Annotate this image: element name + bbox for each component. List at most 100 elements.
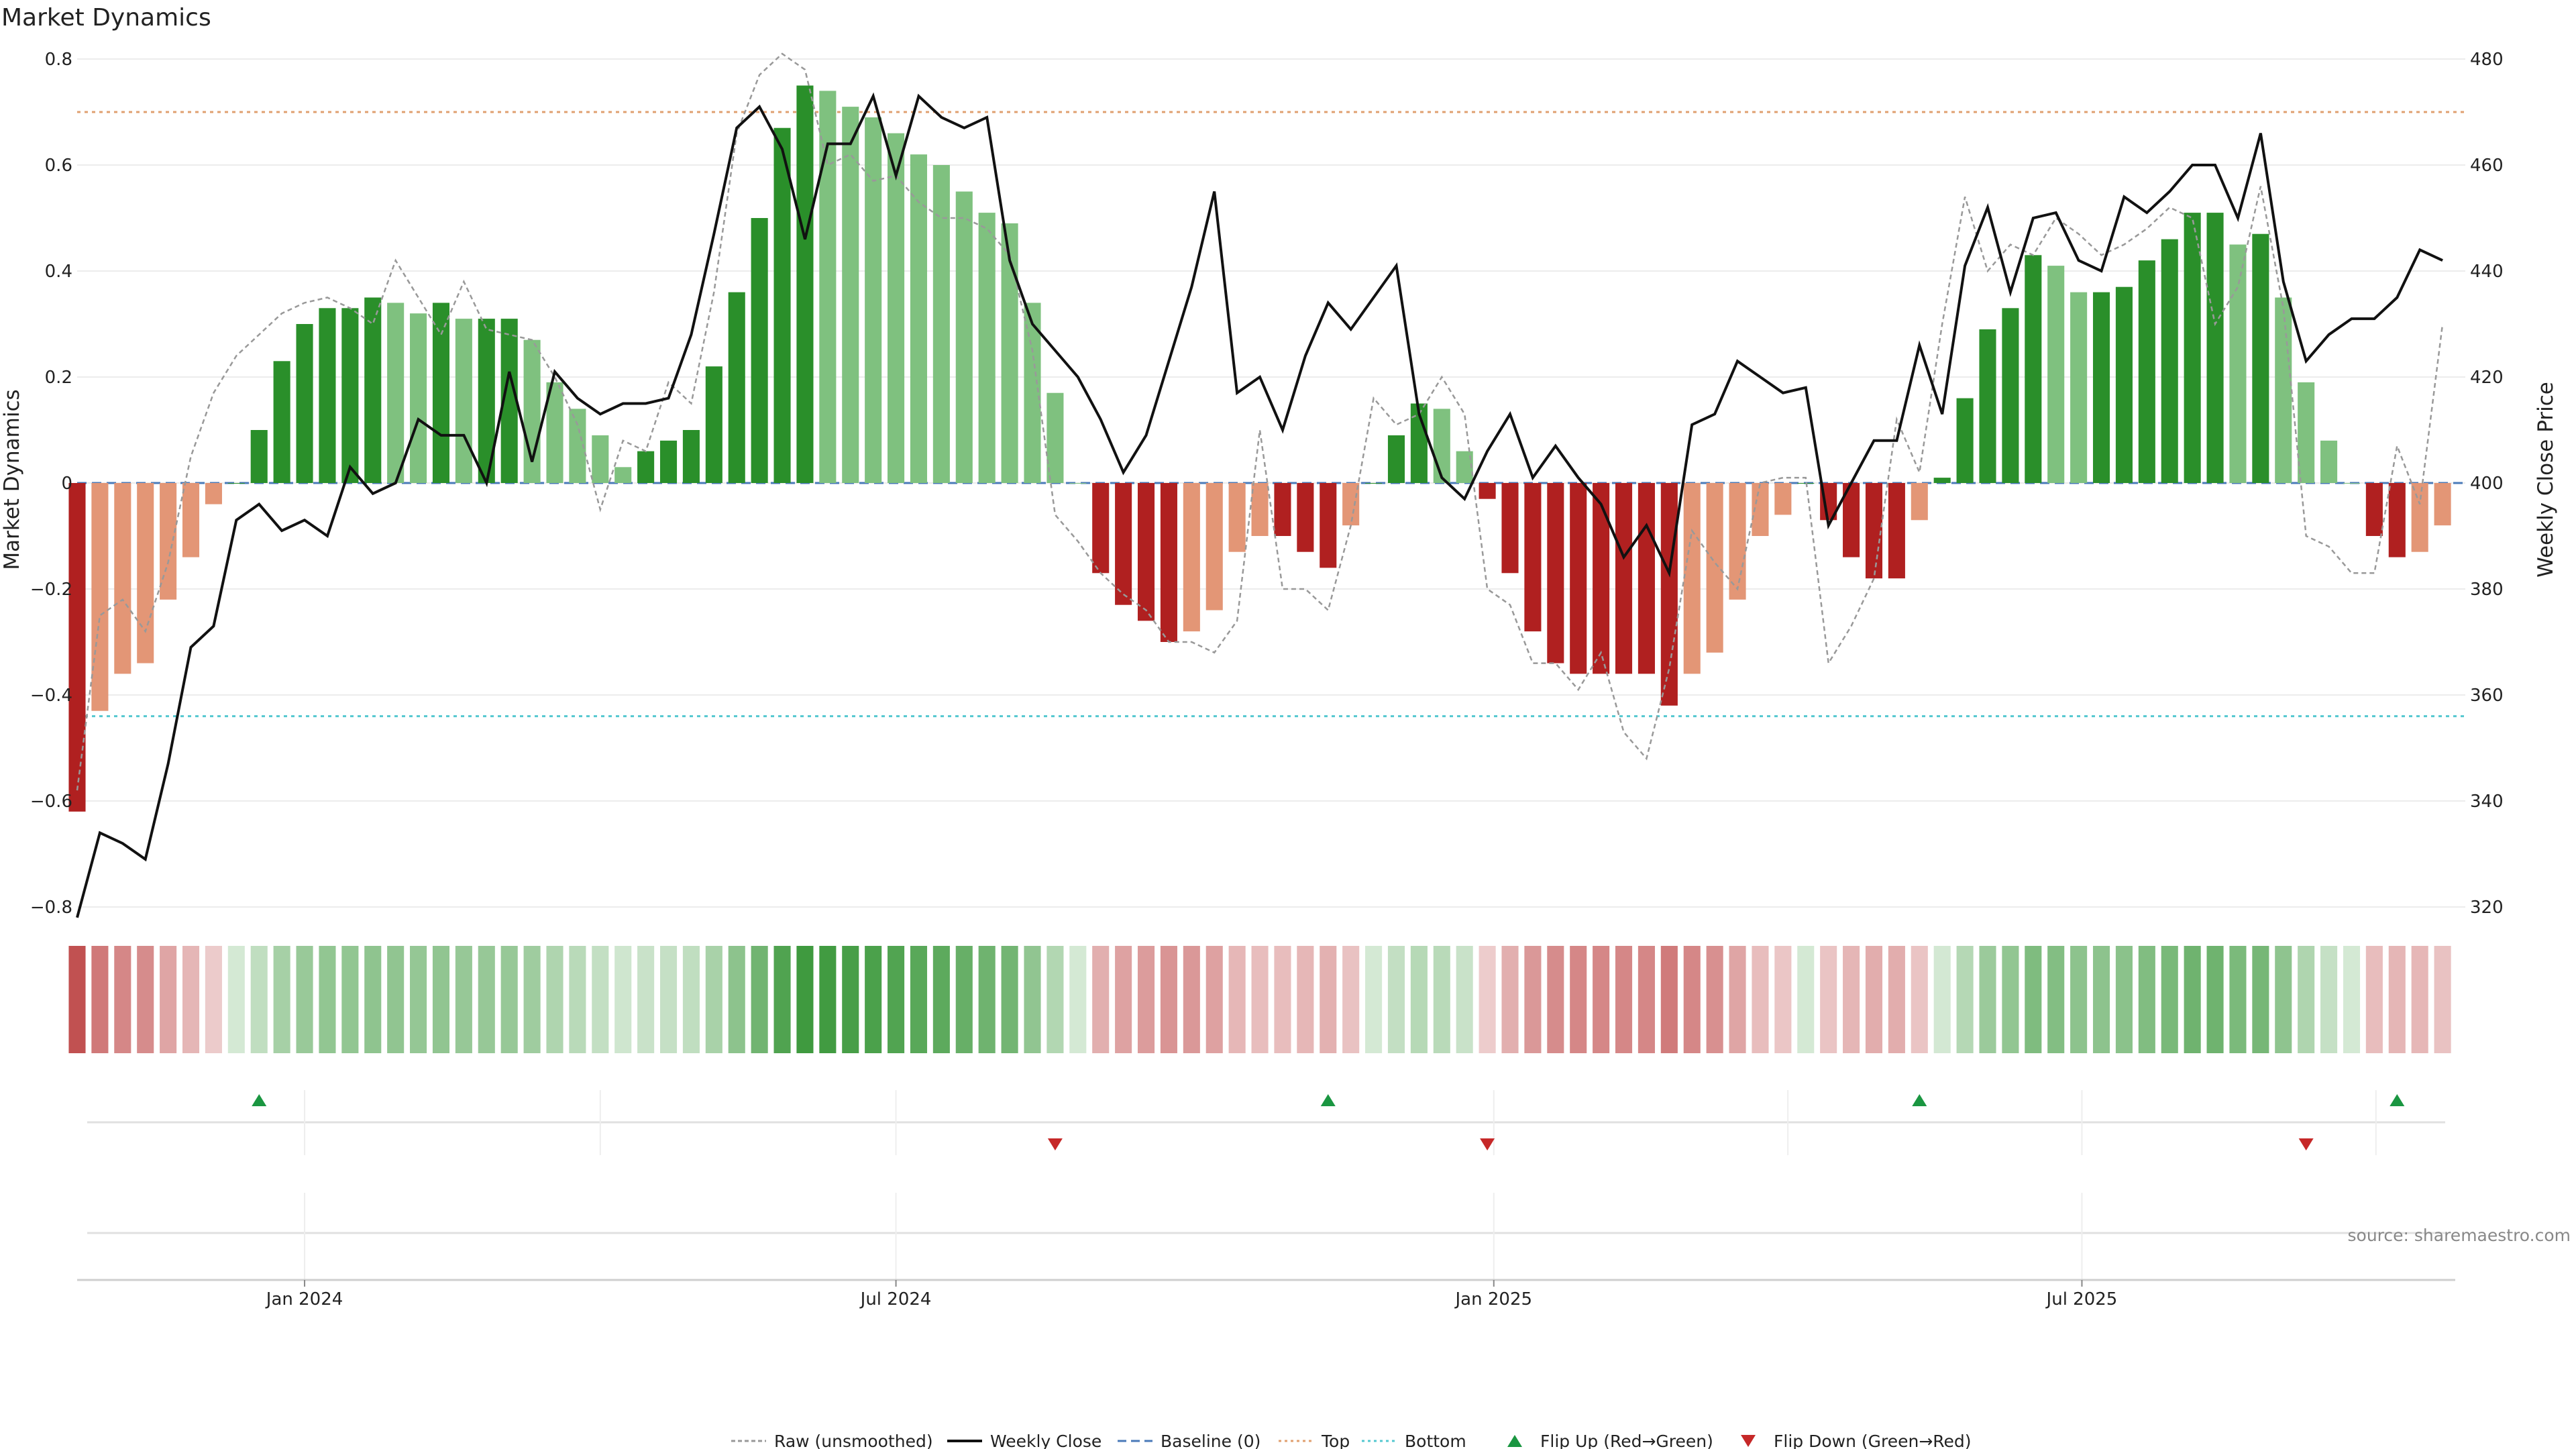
heat-cell <box>1115 946 1132 1053</box>
heat-cell <box>1365 946 1383 1053</box>
dynamics-bar <box>2161 239 2178 483</box>
lower-panel: Jan 2024 Jul 2024 Jan 2025 Jul 2025 <box>77 1193 2455 1309</box>
legend-item-flip-up: Flip Up (Red→Green) <box>1507 1432 1713 1449</box>
heat-cell <box>1228 946 1246 1053</box>
dynamics-bar <box>2184 213 2201 483</box>
heat-cell <box>1638 946 1655 1053</box>
heat-cell <box>1205 946 1223 1053</box>
dynamics-bar <box>1069 483 1087 484</box>
heat-cell <box>2092 946 2110 1053</box>
heat-cell <box>2070 946 2088 1053</box>
heat-cell <box>1797 946 1815 1053</box>
legend-swatch <box>1507 1435 1522 1447</box>
heat-cell <box>637 946 655 1053</box>
heat-cell <box>796 946 814 1053</box>
raw-series <box>76 52 2444 791</box>
dynamics-bar <box>978 213 996 483</box>
heat-cell <box>455 946 472 1053</box>
heat-cell <box>1024 946 1041 1053</box>
dynamics-bar <box>1274 483 1291 536</box>
heat-cell <box>2229 946 2247 1053</box>
legend-item-top: Top <box>1279 1432 1350 1449</box>
flip-up-marker <box>1912 1094 1927 1106</box>
legend-item-close: Weekly Close <box>947 1432 1102 1449</box>
heat-cell <box>160 946 177 1053</box>
y2-tick-label: 460 <box>2470 156 2504 176</box>
heat-cell <box>1297 946 1314 1053</box>
y2-tick-label: 340 <box>2470 792 2504 812</box>
dynamics-bar <box>2206 213 2224 483</box>
heat-cell <box>546 946 564 1053</box>
heat-cell <box>227 946 245 1053</box>
heat-cell <box>682 946 700 1053</box>
dynamics-bar <box>2388 483 2406 557</box>
dynamics-bar <box>888 133 905 484</box>
heat-cell <box>2115 946 2133 1053</box>
heat-cell <box>1706 946 1723 1053</box>
dynamics-bar <box>865 117 882 483</box>
y2-tick-label: 320 <box>2470 898 2504 918</box>
heat-cell <box>1274 946 1291 1053</box>
dynamics-bar <box>455 319 472 483</box>
heat-cell <box>341 946 359 1053</box>
dynamics-bar <box>705 366 722 483</box>
dynamics-bar <box>1387 435 1405 483</box>
y-tick-label: 0.8 <box>45 50 72 70</box>
heat-cell <box>842 946 859 1053</box>
dynamics-bar <box>1660 483 1678 706</box>
y2-tick-label: 380 <box>2470 580 2504 600</box>
heat-cell <box>2252 946 2269 1053</box>
dynamics-bar <box>68 483 86 812</box>
dynamics-bar <box>1593 483 1610 674</box>
y-tick-label: −0.4 <box>30 686 72 706</box>
dynamics-bar <box>1933 478 1951 483</box>
heat-cell <box>1160 946 1177 1053</box>
legend-label: Flip Down (Green→Red) <box>1774 1432 1972 1449</box>
heat-cell <box>1433 946 1450 1053</box>
legend-item-bottom: Bottom <box>1362 1432 1466 1449</box>
heat-cell <box>1069 946 1087 1053</box>
dynamics-bar <box>1979 329 1996 483</box>
dynamics-bar <box>1865 483 1883 579</box>
heat-cell <box>1570 946 1587 1053</box>
legend-label: Bottom <box>1405 1432 1466 1449</box>
flip-down-marker <box>1480 1138 1495 1150</box>
dynamics-bar <box>364 297 382 483</box>
heat-cell <box>751 946 768 1053</box>
heat-cell <box>1911 946 1928 1053</box>
dynamics-bar <box>2025 255 2042 483</box>
heat-cell <box>1979 946 1996 1053</box>
heat-cell <box>1547 946 1564 1053</box>
heat-cell <box>955 946 973 1053</box>
dynamics-bar <box>2138 260 2155 483</box>
dynamics-bar <box>387 303 405 483</box>
dynamics-bar <box>160 483 177 600</box>
y2-tick-label: 440 <box>2470 262 2504 282</box>
heat-cell <box>2025 946 2042 1053</box>
dynamics-bar <box>2115 286 2133 483</box>
close-series <box>76 92 2443 918</box>
dynamics-bar <box>1183 483 1200 632</box>
heat-cell <box>1046 946 1064 1053</box>
dynamics-bar <box>2092 292 2110 483</box>
y2-tick-label: 420 <box>2470 368 2504 388</box>
heat-cell <box>2365 946 2383 1053</box>
weekly-close-line <box>76 92 2443 918</box>
flip-up-marker <box>2390 1094 2405 1106</box>
flip-down-marker <box>2298 1138 2314 1150</box>
dynamics-bar <box>341 308 359 483</box>
heat-cell <box>728 946 745 1053</box>
dynamics-bar <box>910 154 928 483</box>
dynamics-bar <box>250 430 268 483</box>
heat-cell <box>1774 946 1792 1053</box>
dynamics-bar <box>319 308 336 483</box>
y-tick-label: 0.6 <box>45 156 72 176</box>
dynamics-bar <box>637 451 655 483</box>
flip-up-marker <box>1320 1094 1336 1106</box>
dynamics-bars <box>68 85 2451 812</box>
heat-cell <box>705 946 722 1053</box>
flip-panel <box>87 1090 2445 1155</box>
y2-tick-label: 480 <box>2470 50 2504 70</box>
heat-cell <box>296 946 313 1053</box>
